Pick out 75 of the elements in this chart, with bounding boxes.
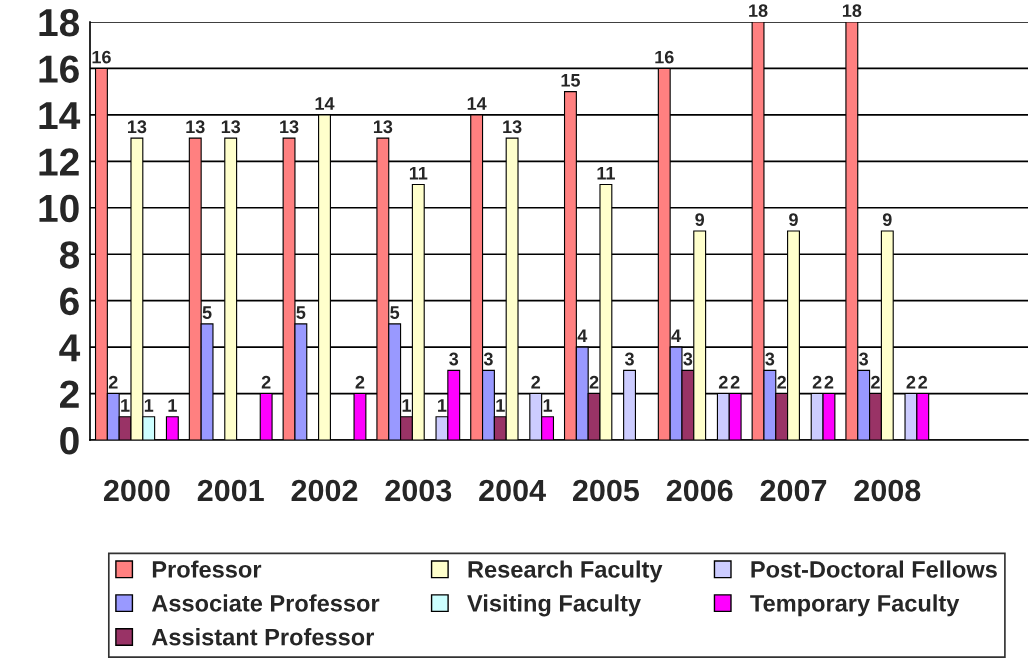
data-label: 18 [842,4,862,18]
x-tick-label: 2004 [479,479,546,502]
legend-label: Temporary Faculty [750,594,960,617]
data-label: 13 [186,120,205,134]
data-label: 4 [671,329,681,342]
y-tick-label: 0 [60,426,79,455]
data-label: 2 [531,375,541,389]
legend-label: Post-Doctoral Fellows [751,560,997,578]
data-label: 14 [467,97,487,110]
data-label: 9 [882,213,892,227]
data-label: 3 [449,352,459,366]
y-tick-label: 8 [59,241,80,269]
data-label: 9 [789,213,798,227]
data-label: 2 [108,375,118,389]
y-tick-label: 14 [39,102,81,129]
data-label: 2 [589,375,599,389]
data-label: 1 [168,399,177,412]
x-tick-label: 2005 [572,479,640,502]
data-label: 16 [655,50,674,64]
y-tick-label: 6 [60,287,79,316]
legend-label: Professor [152,560,262,578]
data-label: 13 [503,120,522,134]
data-label: 1 [121,399,130,412]
y-tick-label: 12 [39,148,79,176]
data-label: 3 [765,352,775,366]
legend-label: Assistant Professor [151,628,375,646]
data-label: 5 [296,306,306,319]
data-label: 1 [144,399,154,412]
legend-label: Research Faculty [468,560,663,583]
data-label: 15 [561,74,580,87]
data-label: 2 [730,375,740,389]
data-label: 2 [777,375,786,389]
data-label: 2 [261,375,271,389]
data-label: 16 [92,50,111,64]
data-label: 13 [373,120,393,134]
data-label: 1 [438,399,447,412]
data-label: 4 [577,329,588,342]
data-label: 11 [409,167,428,180]
data-label: 2 [871,375,880,389]
data-label: 11 [597,167,615,180]
x-tick-label: 2006 [666,479,733,502]
x-tick-label: 2003 [385,479,452,502]
x-tick-label: 2000 [103,479,170,502]
data-label: 1 [496,399,505,412]
x-tick-label: 2002 [291,479,358,502]
x-tick-label: 2007 [760,479,827,502]
data-label: 3 [624,352,634,366]
data-label: 5 [202,306,212,319]
data-label: 2 [906,375,916,389]
data-label: 3 [683,352,693,366]
y-tick-label: 10 [39,194,79,223]
data-label: 18 [749,4,768,18]
data-label: 2 [824,375,834,389]
data-label: 2 [355,375,365,389]
data-label: 3 [859,352,869,366]
data-label: 14 [315,97,335,110]
data-label: 2 [812,375,822,389]
data-label: 5 [390,306,400,319]
legend-label: Associate Professor [151,594,380,612]
x-tick-label: 2008 [854,479,921,502]
legend-label: Visiting Faculty [467,594,641,617]
data-label: 2 [918,375,928,389]
y-tick-label: 16 [39,55,79,83]
data-label: 13 [128,120,147,134]
data-label: 9 [695,213,705,227]
data-label: 2 [718,375,728,389]
y-tick-label: 18 [39,8,80,37]
data-label: 1 [543,399,553,412]
y-tick-label: 2 [60,380,79,408]
data-label: 13 [280,120,299,134]
data-label: 13 [221,120,241,134]
y-tick-label: 4 [59,334,81,362]
x-tick-label: 2001 [197,479,264,502]
data-label: 3 [483,352,493,366]
data-label: 1 [402,399,411,412]
